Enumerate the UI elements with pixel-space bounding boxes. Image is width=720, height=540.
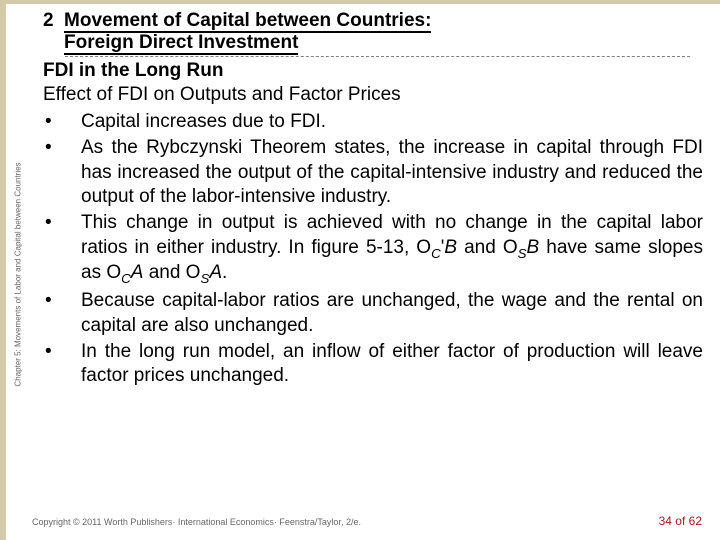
bullet-item: In the long run model, an inflow of eith… [43,340,703,389]
section-title-line1: Movement of Capital between Countries: [64,10,431,33]
bullet-text: Capital increases due to FDI. [81,111,326,132]
bullet-list: Capital increases due to FDI. As the Ryb… [43,110,703,388]
section-title-line2: Foreign Direct Investment [64,32,298,55]
title-underline [65,56,690,57]
subheading: Effect of FDI on Outputs and Factor Pric… [43,84,703,106]
bullet-item: Capital increases due to FDI. [43,110,703,134]
bullet-text: Because capital-labor ratios are unchang… [81,290,703,335]
page-number: 34 of 62 [659,514,702,528]
slide-content: 2 Movement of Capital between Countries:… [43,10,703,390]
copyright-text: Copyright © 2011 Worth Publishers· Inter… [32,517,361,527]
footer: Copyright © 2011 Worth Publishers· Inter… [32,514,702,528]
section-number: 2 [43,10,54,32]
bullet-text: In the long run model, an inflow of eith… [81,341,703,386]
bullet-text: This change in output is achieved with n… [81,212,703,283]
top-stripe [0,0,720,4]
section-header: 2 Movement of Capital between Countries:… [43,10,703,54]
side-border [0,0,6,540]
bullet-item: This change in output is achieved with n… [43,211,703,287]
subtitle: FDI in the Long Run [43,60,703,82]
bullet-item: Because capital-labor ratios are unchang… [43,289,703,338]
chapter-label-text: Chapter 5: Movements of Labor and Capita… [14,162,23,386]
bullet-item: As the Rybczynski Theorem states, the in… [43,136,703,209]
bullet-text: As the Rybczynski Theorem states, the in… [81,137,703,207]
